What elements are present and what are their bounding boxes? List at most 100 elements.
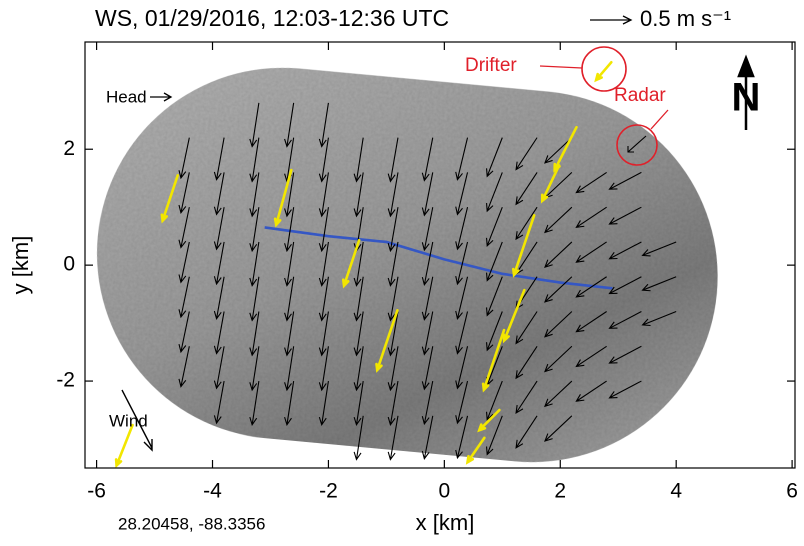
- current-vector: [213, 380, 225, 425]
- current-vector: [318, 276, 329, 322]
- current-vector: [486, 380, 503, 421]
- x-axis-label: x [km]: [416, 510, 475, 535]
- x-tick-label: -6: [87, 480, 106, 503]
- current-vector: [455, 311, 469, 355]
- y-tick-label: -2: [56, 369, 75, 392]
- drifter-pointer: [539, 65, 583, 69]
- location-label: 28.20458, -88.3356: [118, 514, 265, 533]
- current-vector: [515, 206, 538, 241]
- current-vector: [486, 241, 503, 282]
- drifter-vector: [465, 436, 486, 465]
- current-vector: [178, 207, 190, 249]
- current-vector: [544, 380, 573, 408]
- current-vector: [213, 311, 225, 355]
- current-vector: [455, 207, 469, 251]
- scale-arrow: 0.5 m s⁻¹: [590, 6, 731, 31]
- current-vector: [249, 380, 260, 427]
- current-vector: [284, 172, 295, 218]
- x-tick-label: 4: [670, 480, 682, 503]
- current-vector: [515, 380, 538, 415]
- wind-arrow: [121, 389, 153, 452]
- head-legend: Head: [106, 87, 173, 106]
- current-vector: [178, 241, 190, 284]
- current-vector: [608, 241, 642, 260]
- drifter-vector: [511, 213, 536, 278]
- radar-arrow: [627, 135, 647, 153]
- radar-image: [96, 67, 718, 463]
- current-vector: [575, 276, 607, 298]
- current-vector: [284, 241, 295, 287]
- current-vector: [421, 380, 434, 426]
- radar-footprint: [96, 67, 718, 463]
- current-vector: [455, 380, 469, 425]
- drifter-vector: [273, 168, 293, 228]
- current-vector: [318, 102, 329, 148]
- current-vector: [249, 207, 260, 253]
- current-vector: [544, 276, 573, 303]
- current-vector: [213, 137, 225, 181]
- north-arrow: N: [732, 54, 761, 130]
- drifter-vector: [540, 164, 561, 204]
- current-vector: [455, 415, 469, 460]
- current-vector: [486, 172, 503, 213]
- current-vector: [387, 207, 399, 253]
- current-vector: [455, 346, 469, 390]
- current-vector: [213, 172, 225, 216]
- current-vector: [421, 276, 434, 321]
- wind-legend: Wind: [109, 389, 153, 452]
- current-vector: [249, 241, 260, 287]
- drifter-label: Drifter: [465, 55, 517, 76]
- current-vector: [318, 311, 329, 357]
- current-vector: [544, 415, 573, 442]
- current-vector: [213, 207, 225, 251]
- current-vector: [421, 415, 434, 460]
- current-vector: [284, 311, 295, 357]
- current-vector: [544, 241, 573, 269]
- current-vector: [515, 137, 538, 171]
- plot-frame: [84, 41, 796, 469]
- current-vector: [284, 346, 295, 392]
- head-label: Head: [106, 87, 147, 106]
- north-label: N: [732, 76, 761, 120]
- current-vector: [387, 311, 399, 357]
- current-vector: [178, 276, 190, 319]
- current-vector: [515, 415, 538, 449]
- current-vector: [641, 310, 677, 327]
- x-tick-label: 6: [786, 480, 798, 503]
- current-vector: [353, 311, 364, 357]
- current-vector: [515, 311, 538, 345]
- current-vector: [641, 241, 677, 257]
- current-vector: [318, 137, 329, 183]
- current-vector: [387, 346, 399, 392]
- current-vector: [353, 276, 364, 322]
- current-vector: [608, 345, 642, 364]
- drifter-vector: [481, 328, 506, 393]
- current-vector: [318, 380, 329, 427]
- drifter-vector: [477, 408, 501, 433]
- x-tick-label: -4: [203, 480, 222, 503]
- current-vector: [641, 276, 677, 292]
- current-vector: [178, 172, 190, 214]
- current-vector: [353, 346, 364, 392]
- current-vector: [575, 311, 607, 333]
- current-vector: [575, 380, 607, 402]
- current-vector: [455, 241, 469, 286]
- current-vector: [353, 241, 364, 287]
- current-vector: [284, 276, 295, 322]
- current-vector: [353, 172, 364, 218]
- current-vector: [387, 276, 399, 322]
- current-vector: [421, 172, 434, 217]
- current-vector: [455, 137, 469, 181]
- current-vector: [421, 346, 434, 391]
- radar-label: Radar: [614, 85, 666, 106]
- radar-circle: [616, 124, 658, 166]
- current-vector: [213, 346, 225, 390]
- current-vector: [575, 345, 607, 368]
- north-arrow-shape: [737, 54, 755, 130]
- current-vector: [249, 346, 260, 392]
- drifter-circle: [581, 46, 627, 92]
- current-vector: [249, 276, 260, 322]
- current-vector: [486, 276, 503, 317]
- y-axis-label: y [km]: [8, 236, 33, 295]
- current-vector: [486, 311, 503, 352]
